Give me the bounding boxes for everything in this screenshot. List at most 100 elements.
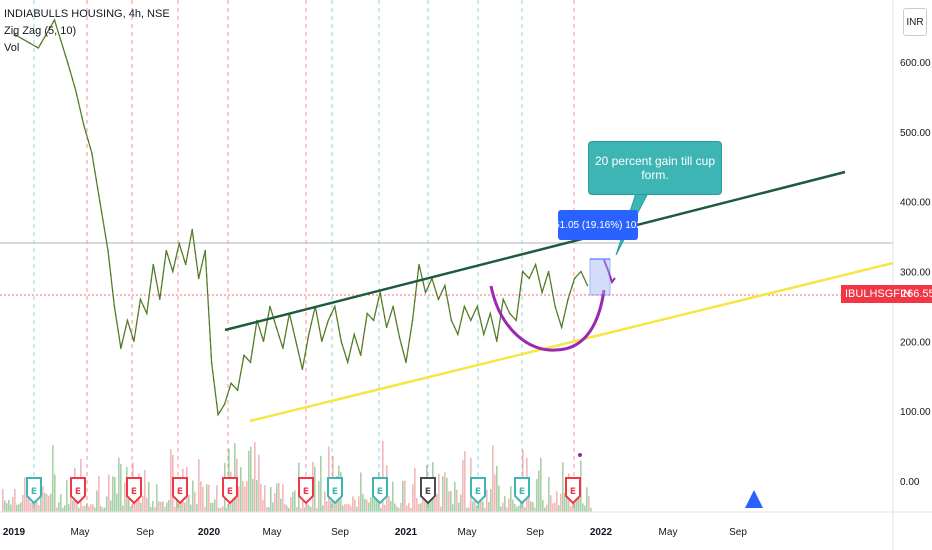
volume-bar	[428, 503, 430, 512]
volume-bar	[382, 440, 384, 512]
price-point	[353, 333, 356, 336]
volume-bar	[380, 507, 382, 512]
volume-bar	[174, 506, 176, 512]
volume-bar	[360, 472, 362, 512]
volume-bar	[460, 494, 462, 512]
volume-bar	[466, 507, 468, 512]
volume-bar	[420, 503, 422, 512]
volume-bar	[518, 505, 520, 512]
volume-bar	[36, 501, 38, 512]
volume-bar	[254, 442, 256, 512]
volume-bar	[78, 507, 80, 512]
volume-bar	[258, 454, 260, 512]
earnings-marker-icon	[126, 477, 142, 505]
volume-bar	[412, 484, 414, 512]
earnings-marker-label: E	[332, 487, 338, 497]
volume-bar	[170, 449, 172, 512]
volume-bar	[180, 497, 182, 512]
volume-bar	[498, 485, 500, 512]
volume-bar	[2, 488, 4, 512]
volume-bar	[514, 504, 516, 512]
volume-bar	[456, 489, 458, 512]
legend-symbol[interactable]: INDIABULLS HOUSING, 4h, NSE	[4, 8, 170, 20]
volume-bar	[540, 457, 542, 512]
volume-bar	[24, 477, 26, 512]
volume-bar	[462, 460, 464, 512]
volume-bar	[290, 497, 292, 512]
volume-bar	[590, 507, 592, 512]
price-point	[107, 249, 109, 252]
volume-bar	[404, 480, 406, 512]
volume-bar	[12, 496, 14, 512]
price-point	[184, 263, 187, 266]
price-point	[91, 152, 93, 154]
legend-volume[interactable]: Vol	[4, 42, 20, 54]
currency-button[interactable]: INR	[903, 8, 927, 36]
legend-zigzag[interactable]: Zig Zag (5, 10)	[4, 25, 77, 37]
price-point	[346, 361, 349, 364]
price-point	[178, 242, 180, 245]
volume-bar	[536, 479, 538, 512]
price-point	[424, 291, 427, 294]
price-point	[210, 361, 213, 364]
price-point	[249, 361, 252, 364]
volume-bar	[130, 506, 132, 512]
time-axis-label: Sep	[331, 527, 349, 538]
volume-bar	[324, 491, 326, 512]
volume-bar	[482, 501, 484, 512]
volume-bar	[268, 507, 270, 512]
volume-bar	[560, 493, 562, 512]
volume-bar	[134, 500, 136, 512]
volume-bar	[472, 501, 474, 512]
earnings-marker-label: E	[425, 487, 431, 497]
volume-bar	[492, 445, 494, 512]
volume-bar	[330, 501, 332, 512]
volume-bar	[202, 486, 204, 512]
volume-bar	[94, 507, 96, 512]
chart-legend: INDIABULLS HOUSING, 4h, NSE Zig Zag (5, …	[4, 6, 170, 57]
volume-bar	[282, 484, 284, 512]
volume-bar	[152, 500, 154, 512]
price-point	[444, 284, 446, 287]
volume-bar	[344, 504, 346, 512]
price-point	[496, 340, 498, 343]
volume-bar	[64, 505, 66, 512]
volume-bar	[206, 484, 208, 512]
price-range-box	[589, 258, 611, 296]
price-range-label[interactable]: 51.05 (19.16%) 102	[558, 210, 638, 240]
price-point	[321, 340, 323, 343]
volume-bar	[142, 495, 144, 512]
volume-bar	[286, 505, 288, 512]
volume-bar	[458, 502, 460, 512]
volume-bar	[510, 486, 512, 512]
price-point	[392, 305, 394, 308]
time-axis-label: May	[458, 527, 477, 538]
price-point	[483, 333, 485, 336]
volume-bar	[564, 493, 566, 512]
volume-bar	[364, 498, 366, 512]
volume-bar	[196, 504, 198, 512]
volume-bar	[122, 505, 124, 512]
volume-bar	[398, 507, 400, 512]
price-point	[243, 354, 245, 357]
volume-bar	[554, 502, 556, 512]
price-point	[489, 312, 492, 315]
earnings-marker-icon	[327, 477, 343, 505]
volume-bar	[520, 502, 522, 512]
price-point	[560, 326, 563, 329]
volume-bar	[22, 494, 24, 512]
price-point	[411, 319, 414, 322]
callout-annotation[interactable]: 20 percent gain till cup form.	[588, 141, 722, 195]
price-point	[74, 89, 77, 91]
price-axis-label: 500.00	[900, 128, 931, 139]
earnings-marker-label: E	[75, 487, 81, 497]
volume-bar	[250, 446, 252, 512]
time-axis-label: May	[263, 527, 282, 538]
volume-bar	[70, 491, 72, 512]
volume-bar	[452, 504, 454, 512]
volume-bar	[516, 506, 518, 512]
volume-bar	[58, 502, 60, 512]
price-point	[13, 33, 15, 35]
price-point	[528, 277, 530, 280]
